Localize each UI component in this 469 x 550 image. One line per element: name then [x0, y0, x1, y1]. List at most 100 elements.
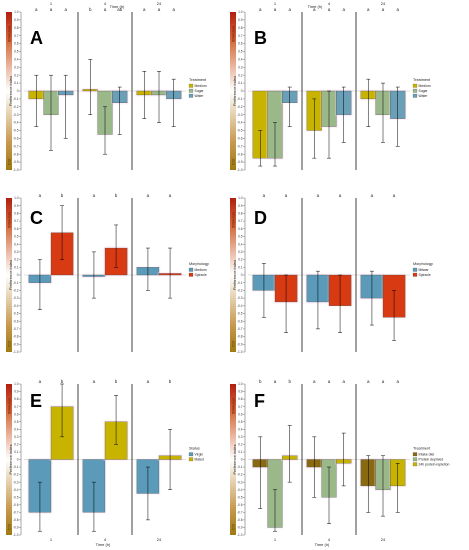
y-tick-label: 1.0 [14, 196, 19, 200]
y-tick-label: -0.8 [13, 152, 19, 156]
y-tick-label: 0.1 [14, 81, 19, 85]
significance-letter: b [115, 379, 118, 384]
y-tick-label: -0.5 [13, 495, 19, 499]
y-tick-label: -1.0 [237, 168, 243, 172]
y-tick-label: -0.6 [237, 319, 243, 323]
significance-letter: b [289, 379, 292, 384]
bottom-time-label: 1 [50, 537, 53, 542]
y-tick-label: 0.6 [14, 42, 19, 46]
y-tick-label: 0.7 [238, 34, 243, 38]
y-tick-label: 0.5 [238, 235, 243, 239]
y-tick-label: 0.8 [238, 397, 243, 401]
y-tick-label: 0.7 [238, 405, 243, 409]
y-axis-label: Preference index [232, 260, 237, 290]
y-tick-label: 0.2 [14, 443, 19, 447]
y-tick-label: 0.9 [238, 390, 243, 394]
y-tick-label: -0.5 [13, 312, 19, 316]
y-tick-label: -1.0 [13, 533, 19, 537]
y-tick-label: 0.8 [238, 212, 243, 216]
y-tick-label: -0.3 [237, 296, 243, 300]
panel-C: Stimulus Ctrl 1.0 0.9 0.8 0.7 0.6 0.5 0.4 0.3 0.2 0… [6, 193, 209, 354]
legend-swatch [188, 88, 194, 93]
bottom-time-label: 4 [328, 537, 331, 542]
significance-letter: a [382, 379, 385, 384]
significance-letter: a [313, 7, 316, 12]
bottom-time-label: 1 [274, 537, 277, 542]
y-tick-label: -0.5 [237, 129, 243, 133]
y-tick-label: 0.4 [14, 58, 19, 62]
y-tick-label: 0.7 [14, 34, 19, 38]
bottom-time-label: 4 [104, 537, 107, 542]
side-label-stimulus: Stimulus [232, 212, 236, 228]
side-gradient-strip [6, 198, 12, 352]
y-tick-label: 0.9 [14, 18, 19, 22]
significance-letter: a [39, 193, 42, 198]
y-tick-label: 0.8 [14, 397, 19, 401]
y-tick-label: -0.9 [13, 526, 19, 530]
legend-title: Status [189, 447, 200, 451]
significance-letter: a [259, 7, 262, 12]
y-tick-label: -0.7 [237, 510, 243, 514]
bottom-time-label: 24 [157, 537, 162, 542]
y-tick-label: -0.7 [237, 327, 243, 331]
significance-letter: a [371, 193, 374, 198]
panel-letter-B: B [254, 28, 267, 48]
legend-title: Morphology [413, 262, 433, 266]
significance-letter: ab [117, 7, 123, 12]
top-time-label: 24 [157, 1, 162, 6]
legend-swatch [412, 88, 418, 93]
y-tick-label: 0.3 [14, 250, 19, 254]
significance-letter: b [115, 193, 118, 198]
side-label-stimulus: Stimulus [8, 212, 12, 228]
y-tick-label: 0.1 [238, 265, 243, 269]
y-tick-label: -0.6 [13, 137, 19, 141]
bottom-time-title-left: Time (h) [96, 542, 111, 547]
y-tick-label: 0.4 [14, 242, 19, 246]
y-tick-label: 0.6 [14, 412, 19, 416]
y-tick-label: -0.1 [237, 465, 243, 469]
y-tick-label: -1.0 [237, 350, 243, 354]
legend-swatch [412, 457, 418, 462]
y-tick-label: -0.3 [13, 480, 19, 484]
y-tick-label: -0.6 [13, 319, 19, 323]
significance-letter: a [343, 379, 346, 384]
top-time-label: 1 [274, 1, 277, 6]
side-label-control: Ctrl [8, 159, 12, 166]
bottom-time-title-right: Time (h) [315, 542, 330, 547]
y-tick-label: 0.6 [238, 42, 243, 46]
y-tick-label: 1.0 [14, 10, 19, 14]
y-tick-label: -0.9 [237, 342, 243, 346]
y-tick-label: 0 [241, 89, 243, 93]
y-tick-label: -0.7 [237, 144, 243, 148]
significance-letter: a [317, 193, 320, 198]
panel-letter-E: E [30, 391, 42, 411]
legend-entry: Sugar [419, 89, 429, 93]
y-tick-label: -0.2 [237, 473, 243, 477]
y-tick-label: -0.6 [237, 503, 243, 507]
y-tick-label: -0.1 [237, 281, 243, 285]
y-tick-label: -0.4 [13, 304, 19, 308]
side-gradient-strip [230, 198, 236, 352]
significance-letter: b [169, 379, 172, 384]
y-tick-label: 0 [17, 458, 19, 462]
y-tick-label: -0.8 [237, 518, 243, 522]
y-tick-label: 0.9 [14, 204, 19, 208]
panel-letter-F: F [254, 391, 265, 411]
significance-letter: a [147, 379, 150, 384]
significance-letter: a [382, 7, 385, 12]
significance-letter: b [259, 379, 262, 384]
y-tick-label: 1.0 [14, 382, 19, 386]
legend-entry: Sugar [195, 89, 205, 93]
y-tick-label: -0.3 [237, 480, 243, 484]
significance-letter: a [93, 193, 96, 198]
significance-letter: a [143, 7, 146, 12]
significance-letter: a [169, 193, 172, 198]
top-time-label: 4 [104, 1, 107, 6]
significance-letter: a [35, 7, 38, 12]
top-time-label: 4 [328, 1, 331, 6]
y-tick-label: -1.0 [13, 168, 19, 172]
significance-letter: b [61, 193, 64, 198]
panel-F: Stimulus Ctrl 1.0 0.9 0.8 0.7 0.6 0.5 0.4 0.3 0.2 0… [230, 379, 450, 542]
y-tick-label: 0.8 [238, 26, 243, 30]
y-tick-label: -1.0 [13, 350, 19, 354]
